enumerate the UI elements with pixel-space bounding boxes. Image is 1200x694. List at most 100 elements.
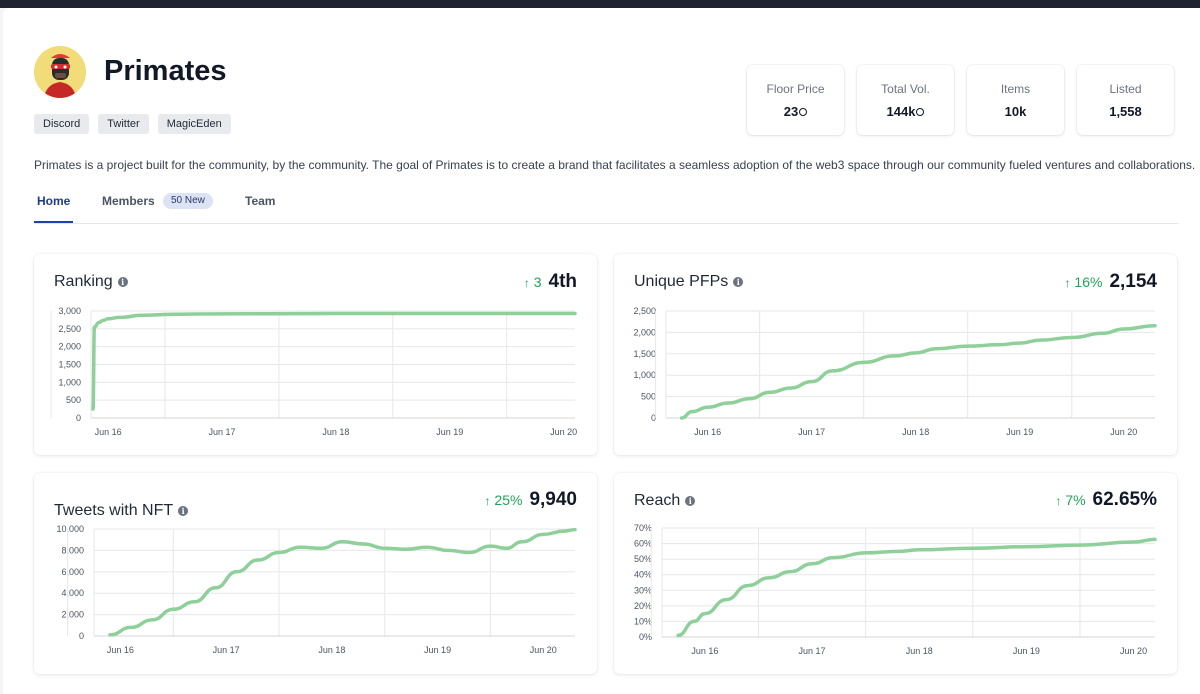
stat-label: Listed xyxy=(1109,82,1142,96)
x-tick-label: Jun 20 xyxy=(550,427,577,437)
y-tick-label: 1,000 xyxy=(633,370,656,380)
floor-price-value: 23 xyxy=(783,104,799,119)
tweets-card: Tweets with NFT i ↑ 25% 9,940 0 2,000 4,00… xyxy=(34,473,597,674)
y-tick-label: 0 xyxy=(79,631,84,641)
y-tick-label: 2,000 xyxy=(58,342,81,352)
listed-value: 1,558 xyxy=(1109,104,1142,119)
social-links: Discord Twitter MagicEden xyxy=(34,114,231,134)
series-line xyxy=(676,537,1157,638)
arrow-up-icon: ↑ xyxy=(1055,494,1062,508)
ranking-card: Ranking i ↑ 3 4th 0 500 1,000 1,500 2,000 2,5… xyxy=(34,254,597,455)
x-tick-label: Jun 17 xyxy=(213,645,240,655)
info-icon[interactable]: i xyxy=(685,496,696,506)
new-members-badge: 50 New xyxy=(163,193,213,209)
reach-change: ↑ 7% xyxy=(1055,492,1085,508)
stat-label: Total Vol. xyxy=(881,82,930,96)
reach-value: 62.65% xyxy=(1092,489,1157,510)
listed-card: Listed 1,558 xyxy=(1077,65,1174,135)
discord-link-button[interactable]: Discord xyxy=(34,114,90,134)
y-tick-label: 2,500 xyxy=(58,324,81,334)
y-tick-label: 0 xyxy=(76,413,81,423)
series-line xyxy=(108,527,577,637)
tweets-chart: 0 2,000 4,000 6,000 8,000 10,000 Jun 16 Jun 17 J… xyxy=(56,524,577,655)
sol-icon xyxy=(916,108,925,116)
stat-label: Items xyxy=(1000,82,1031,96)
y-tick-label: 10,000 xyxy=(56,524,84,534)
card-title: Tweets with NFT i xyxy=(54,502,189,520)
window-top-bar xyxy=(0,0,1200,8)
reach-metric: ↑ 7% 62.65% xyxy=(1055,489,1157,511)
y-tick-label: 2,000 xyxy=(633,327,656,337)
reach-chart: 0% 10% 20% 30% 40% 50% 60% 70% Jun 16 Jun 17 Jun 1… xyxy=(634,523,1157,656)
unique-pfps-value: 2,154 xyxy=(1109,271,1157,292)
info-icon[interactable]: i xyxy=(733,277,744,287)
info-icon[interactable]: i xyxy=(178,506,189,516)
stat-label: Floor Price xyxy=(766,82,825,96)
items-card: Items 10k xyxy=(967,65,1064,135)
collection-title: Primates xyxy=(104,55,227,87)
floor-price-card: Floor Price 23 xyxy=(747,65,844,135)
y-tick-label: 8,000 xyxy=(61,545,84,555)
y-tick-label: 0 xyxy=(651,413,656,423)
x-tick-label: Jun 20 xyxy=(1110,427,1137,437)
card-title: Ranking i xyxy=(54,273,128,291)
ranking-change-value: 3 xyxy=(533,274,542,290)
y-tick-label: 10% xyxy=(634,616,652,626)
unique-pfps-change-value: 16% xyxy=(1074,274,1103,290)
stats-row: Floor Price 23 Total Vol. 144k Items 10k… xyxy=(747,65,1174,135)
y-tick-label: 40% xyxy=(634,570,652,580)
y-tick-label: 70% xyxy=(634,523,652,533)
x-tick-label: Jun 18 xyxy=(318,645,345,655)
total-volume-card: Total Vol. 144k xyxy=(857,65,954,135)
y-tick-label: 50% xyxy=(634,554,652,564)
tweets-change: ↑ 25% xyxy=(485,492,523,508)
unique-pfps-title: Unique PFPs xyxy=(634,273,729,290)
x-tick-label: Jun 16 xyxy=(694,427,721,437)
stat-value: 23 xyxy=(747,104,844,119)
tab-home[interactable]: Home xyxy=(37,194,71,208)
card-title: Unique PFPs i xyxy=(634,273,744,291)
tweets-title: Tweets with NFT xyxy=(54,502,174,519)
total-volume-value: 144k xyxy=(886,104,916,119)
y-tick-label: 500 xyxy=(641,392,656,402)
x-tick-label: Jun 19 xyxy=(1013,646,1040,656)
tab-team[interactable]: Team xyxy=(245,194,276,208)
y-tick-label: 4,000 xyxy=(61,588,84,598)
tweets-metric: ↑ 25% 9,940 xyxy=(485,489,577,511)
twitter-link-button[interactable]: Twitter xyxy=(98,114,149,134)
y-tick-label: 2,500 xyxy=(633,306,656,316)
ranking-metric: ↑ 3 4th xyxy=(524,271,577,293)
x-tick-label: Jun 19 xyxy=(436,427,463,437)
magiceden-link-button[interactable]: MagicEden xyxy=(157,114,231,134)
arrow-up-icon: ↑ xyxy=(484,494,491,508)
sol-icon xyxy=(799,108,808,116)
y-tick-label: 500 xyxy=(66,395,81,405)
unique-pfps-card: Unique PFPs i ↑ 16% 2,154 0 500 1,000 1,500… xyxy=(614,254,1177,455)
reach-card: Reach i ↑ 7% 62.65% 0% 10% 20% 30% 40% 50% 60%… xyxy=(614,473,1177,674)
reach-change-value: 7% xyxy=(1065,492,1086,508)
tweets-value: 9,940 xyxy=(529,489,577,510)
y-tick-label: 6,000 xyxy=(61,567,84,577)
tab-members[interactable]: Members xyxy=(102,194,155,208)
unique-pfps-change: ↑ 16% xyxy=(1065,274,1103,290)
y-tick-label: 1,000 xyxy=(58,377,81,387)
reach-title: Reach xyxy=(634,492,681,509)
items-value: 10k xyxy=(1004,104,1027,119)
x-tick-label: Jun 16 xyxy=(691,646,718,656)
y-tick-label: 60% xyxy=(634,539,652,549)
series-line xyxy=(91,311,577,411)
info-icon[interactable]: i xyxy=(117,277,128,287)
y-tick-label: 1,500 xyxy=(633,349,656,359)
arrow-up-icon: ↑ xyxy=(1064,276,1071,290)
x-tick-label: Jun 16 xyxy=(95,427,122,437)
unique-pfps-metric: ↑ 16% 2,154 xyxy=(1065,271,1157,293)
x-tick-label: Jun 17 xyxy=(798,427,825,437)
x-tick-label: Jun 17 xyxy=(208,427,235,437)
x-tick-label: Jun 16 xyxy=(107,645,134,655)
ranking-value: 4th xyxy=(548,271,578,292)
y-tick-label: 30% xyxy=(634,585,652,595)
primate-avatar-icon xyxy=(34,46,86,98)
ranking-chart: 0 500 1,000 1,500 2,000 2,500 3,000 Jun 16 Jun 1… xyxy=(50,306,577,437)
ranking-change: ↑ 3 xyxy=(524,274,542,290)
x-tick-label: Jun 18 xyxy=(902,427,929,437)
